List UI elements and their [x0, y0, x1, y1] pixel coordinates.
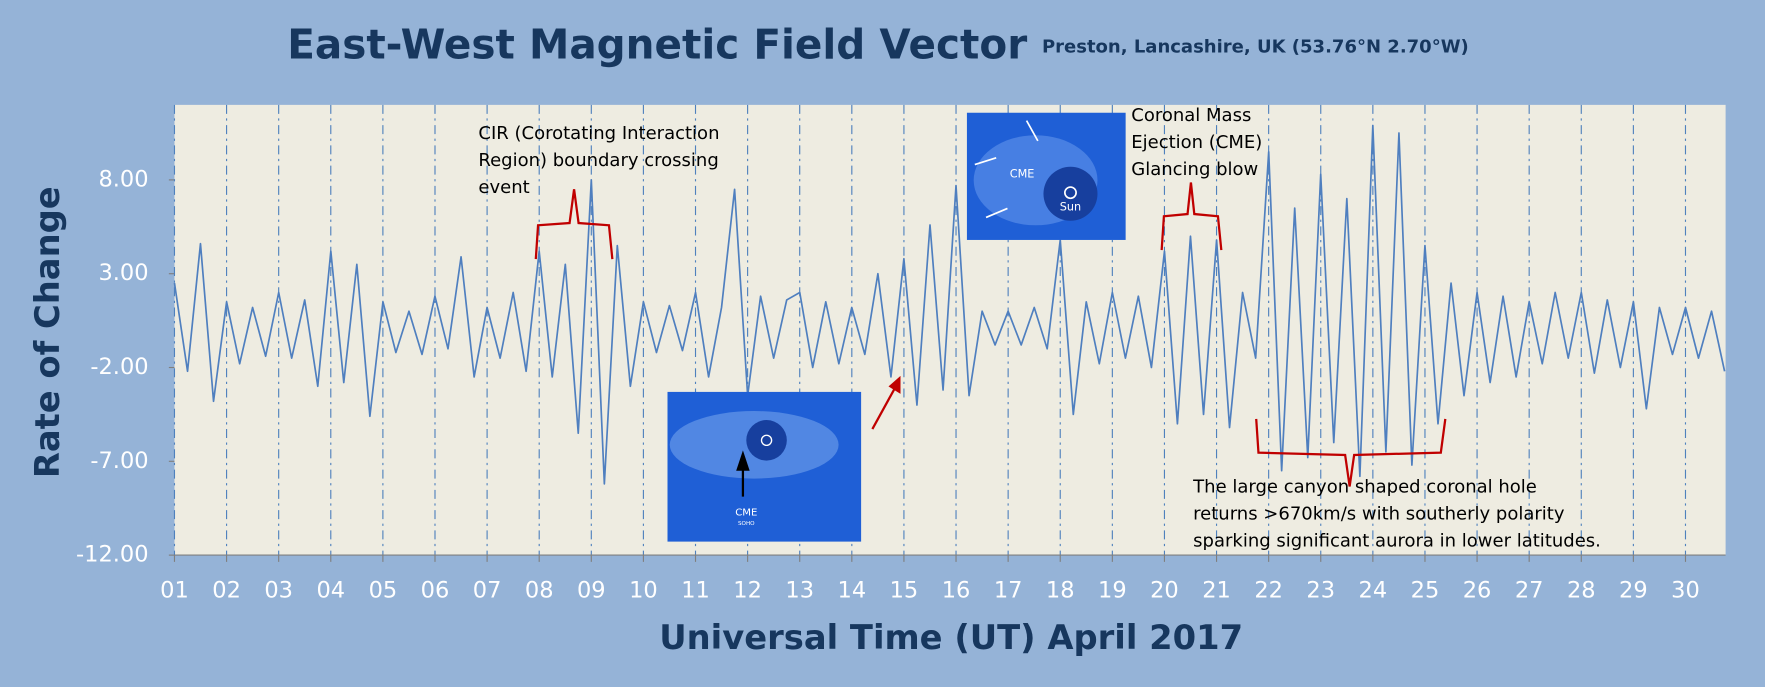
x-tick-label: 06	[421, 578, 450, 604]
soho-image	[667, 391, 862, 542]
x-tick-label: 15	[890, 578, 919, 604]
x-tick-label: 17	[994, 578, 1023, 604]
chart-subtitle: Preston, Lancashire, UK (53.76°N 2.70°W)	[1042, 36, 1469, 57]
image-label: SOHO	[738, 521, 755, 527]
x-tick-label: 29	[1619, 578, 1648, 604]
x-tick-label: 22	[1254, 578, 1283, 604]
x-tick-label: 30	[1671, 578, 1700, 604]
y-axis-label: Rate of Change	[28, 186, 67, 478]
bracket	[1160, 182, 1223, 251]
annotation: The large canyon shaped coronal hole	[1192, 477, 1537, 498]
x-tick-label: 13	[785, 578, 814, 604]
x-tick-label: 11	[681, 578, 710, 604]
annotation: event	[478, 177, 529, 198]
x-tick-label: 20	[1150, 578, 1179, 604]
annotation: CIR (Corotating Interaction	[478, 123, 719, 144]
upper-image: CME Sun	[966, 112, 1126, 240]
brackets	[534, 182, 1447, 487]
title-group: East-West Magnetic Field Vector Preston,…	[287, 20, 1469, 68]
annotation: Coronal Mass	[1131, 105, 1251, 126]
x-tick-label: 27	[1515, 578, 1544, 604]
plot-area	[174, 104, 1726, 556]
x-tick-label: 25	[1411, 578, 1440, 604]
x-tick-label: 08	[525, 578, 554, 604]
annotations: CIR (Corotating Interaction Region) bound…	[478, 105, 1600, 551]
annotation: Glancing blow	[1131, 159, 1258, 180]
image-label: CME	[1010, 168, 1035, 181]
x-tick-label: 14	[838, 578, 867, 604]
sun-marker	[760, 434, 773, 447]
x-tick-label: 24	[1359, 578, 1388, 604]
image-arrow	[1025, 120, 1039, 142]
annotation: returns >670km/s with southerly polarity	[1193, 504, 1565, 525]
lower-image: CME SOHO	[667, 391, 862, 542]
x-tick-label: 19	[1098, 578, 1127, 604]
x-tick-label: 09	[577, 578, 606, 604]
annotation: Region) boundary crossing	[478, 150, 718, 171]
y-tick-label: 8.00	[98, 166, 148, 192]
annotation: Ejection (CME)	[1131, 132, 1262, 153]
x-tick-label: 28	[1567, 578, 1596, 604]
x-tick-label: 01	[160, 578, 189, 604]
image-label: CME	[735, 507, 757, 518]
x-axis-label: Universal Time (UT) April 2017	[659, 618, 1243, 657]
x-tick-label: 12	[733, 578, 762, 604]
bracket	[534, 189, 614, 260]
x-tick-label: 16	[942, 578, 971, 604]
x-tick-label: 04	[316, 578, 345, 604]
y-tick-label: 3.00	[98, 260, 148, 286]
x-tick-label: 02	[212, 578, 241, 604]
data-line	[173, 124, 1726, 485]
x-tick-label: 03	[264, 578, 293, 604]
x-tick-label: 26	[1463, 578, 1492, 604]
x-tick-label: 05	[369, 578, 398, 604]
sun-marker	[1064, 186, 1077, 200]
x-tick-label: 23	[1306, 578, 1335, 604]
image-arrow	[985, 207, 1008, 219]
annotation: sparking significant aurora in lower lat…	[1193, 531, 1601, 552]
x-tick-label: 21	[1202, 578, 1231, 604]
image-label: Sun	[1060, 200, 1081, 213]
arrow-head	[888, 375, 901, 394]
chart-title: East-West Magnetic Field Vector	[287, 20, 1027, 68]
bracket	[1255, 418, 1447, 487]
x-tick-label: 07	[473, 578, 502, 604]
lines	[173, 124, 1726, 485]
y-tick-label: -7.00	[90, 448, 148, 474]
y-tick-label: -2.00	[90, 354, 148, 380]
x-tick-label: 18	[1046, 578, 1075, 604]
x-tick-label: 10	[629, 578, 658, 604]
occulter	[1043, 166, 1098, 221]
image-arrow	[974, 156, 997, 166]
image-arrow	[736, 450, 750, 497]
occulter	[746, 420, 787, 461]
pointer-arrow	[871, 383, 899, 430]
y-tick-label: -12.00	[76, 542, 149, 568]
